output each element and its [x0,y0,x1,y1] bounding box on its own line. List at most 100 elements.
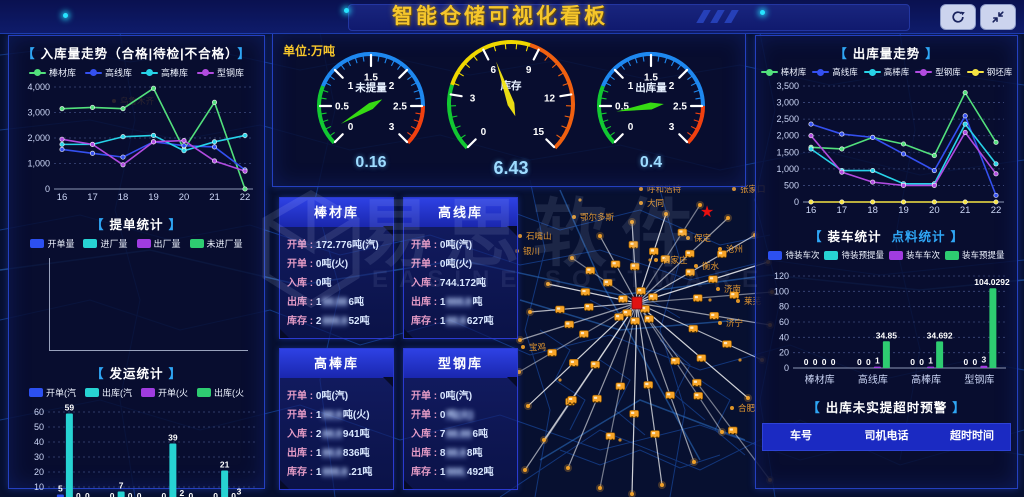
legend-item[interactable]: 出库(火 [197,386,244,399]
legend-item[interactable]: 进厂量 [83,237,128,250]
legend-item[interactable]: 待装预提量 [824,249,884,261]
legend-item[interactable]: 装车预提量 [945,249,1005,261]
card-stat-row: 开单 : 0吨(汽) [287,391,349,402]
legend-marker-icon [966,68,984,76]
svg-text:12: 12 [544,93,556,104]
svg-text:34.692: 34.692 [927,330,953,340]
page-title: 智能仓储可视化看板 [392,5,608,28]
legend-item[interactable]: 开单(汽 [29,386,76,399]
svg-text:0: 0 [804,357,809,367]
legend-item[interactable]: 高棒库 [141,66,188,79]
svg-text:59: 59 [65,403,75,413]
svg-text:0: 0 [822,357,827,367]
card-title: 型钢库 [404,349,517,378]
tab-dianliao[interactable]: 点料统计 [891,230,946,244]
truck-icon [592,394,602,403]
card-stat-row: 入库 : 0吨 [287,278,332,289]
shipping-title: 【发运统计】 [90,367,183,381]
card-stat-row: 开单 : 172.776吨(汽) [287,240,379,251]
svg-text:3: 3 [982,355,987,365]
card-title: 棒材库 [280,198,393,227]
truck-icon [650,430,660,439]
bracket: 】 [168,218,183,232]
gauge-value: 0.16 [355,154,387,171]
bracket: 】 [168,367,183,381]
legend-marker-icon [824,250,839,260]
legend-item[interactable]: 棒材库 [760,66,806,78]
legend-item[interactable]: 开单量 [30,237,74,250]
legend-item[interactable]: 出库(汽 [85,386,132,399]
map-city-label: 张家口 [740,184,766,194]
legend-item[interactable]: 钢坯库 [966,66,1012,78]
legend-item[interactable]: 装车车次 [889,249,940,261]
warehouse-card-型钢库: 型钢库 开单 : 0吨(汽) 开单 : 0吨(火) 入库 : 788.886吨 出库 :… [403,348,518,490]
legend-marker-icon [30,239,45,248]
card-stat-row: 出库 : 188.8836吨 [287,448,370,459]
legend-label: 开单(火 [158,388,188,398]
gauge-panel: 单位:万吨 0 0.5 1 1.5 2 2.5 3 未提量 0.16 0 3 6 9 12 15 库存 6.43… [272,33,746,187]
legend-item[interactable]: 未进厂量 [189,237,243,250]
card-title: 高线库 [404,198,517,227]
bracket: 】 [925,47,939,61]
unit-label: 单位:万吨 [283,44,335,58]
header: 智能仓储可视化看板 [0,0,1024,34]
lading-legend: 开单量 进厂量 出厂量 未进厂量 [9,237,264,250]
svg-text:4,000: 4,000 [27,82,50,92]
legend-item[interactable]: 型钢库 [197,66,244,79]
svg-text:1.5: 1.5 [364,73,378,84]
legend-marker-icon [889,250,903,260]
truck-icon [579,330,589,339]
svg-text:19: 19 [148,192,159,203]
legend-label: 出厂量 [153,239,181,249]
bracket: 【 [808,230,823,244]
svg-text:0: 0 [213,491,218,497]
svg-text:0: 0 [857,357,862,367]
legend-label: 待装预提量 [841,250,884,260]
legend-label: 型钢库 [935,67,961,77]
card-body: 开单 : 0吨(汽) 开单 : 188.8吨(火) 入库 : 288.8941吨 出库… [280,378,393,482]
card-stat-row: 库存 : 1888.492吨 [411,467,494,478]
svg-text:1,000: 1,000 [776,164,799,174]
truck-icon [722,340,732,349]
legend-item[interactable]: 型钢库 [915,66,961,78]
gauge-出库量: 0 0.5 1 1.5 2 2.5 3 出库量 0.4 [579,46,723,184]
legend-item[interactable]: 高线库 [812,66,858,78]
truck-icon [610,260,621,269]
legend-item[interactable]: 棒材库 [28,66,76,79]
svg-text:34.85: 34.85 [876,330,898,340]
redacted-value: 88.88 [445,429,473,440]
refresh-icon [952,11,965,23]
svg-text:6: 6 [491,65,497,76]
legend-item[interactable]: 出厂量 [136,237,181,250]
svg-text:22: 22 [991,205,1002,216]
map-city-label: 宝鸡 [529,342,546,352]
svg-text:高线库: 高线库 [858,373,888,386]
card-stat-row: 入库 : 288.8941吨 [287,429,370,440]
legend-label: 出库(火 [214,388,244,398]
glow-dot [760,10,765,15]
svg-text:100: 100 [774,286,789,296]
shipping-legend: 开单(汽 出库(汽 开单(火 出库(火 [9,386,264,399]
svg-text:16: 16 [806,205,817,216]
legend-item[interactable]: 高线库 [84,66,132,79]
truck-icon [660,255,671,264]
svg-text:2,000: 2,000 [776,131,799,141]
bracket: 【 [90,218,105,232]
legend-label: 开单(汽 [46,388,76,398]
refresh-button[interactable] [940,4,976,30]
truck-icon [709,311,719,320]
header-band [348,4,910,31]
truck-icon [693,392,704,401]
svg-text:19: 19 [898,205,909,216]
legend-item[interactable]: 待装车次 [768,249,819,261]
map-city-label: 呼和浩特 [647,184,682,194]
map-city-label: 衡水 [702,261,720,271]
redacted-value: 88.8 [445,448,467,459]
legend-label: 出库(汽 [102,388,132,398]
legend-item[interactable]: 高棒库 [863,66,909,78]
truck-icon [640,305,650,314]
collapse-button[interactable] [980,4,1016,30]
gauge-未提量: 0 0.5 1 1.5 2 2.5 3 未提量 0.16 [299,46,443,184]
svg-text:40: 40 [779,332,789,342]
legend-item[interactable]: 开单(火 [141,386,188,399]
